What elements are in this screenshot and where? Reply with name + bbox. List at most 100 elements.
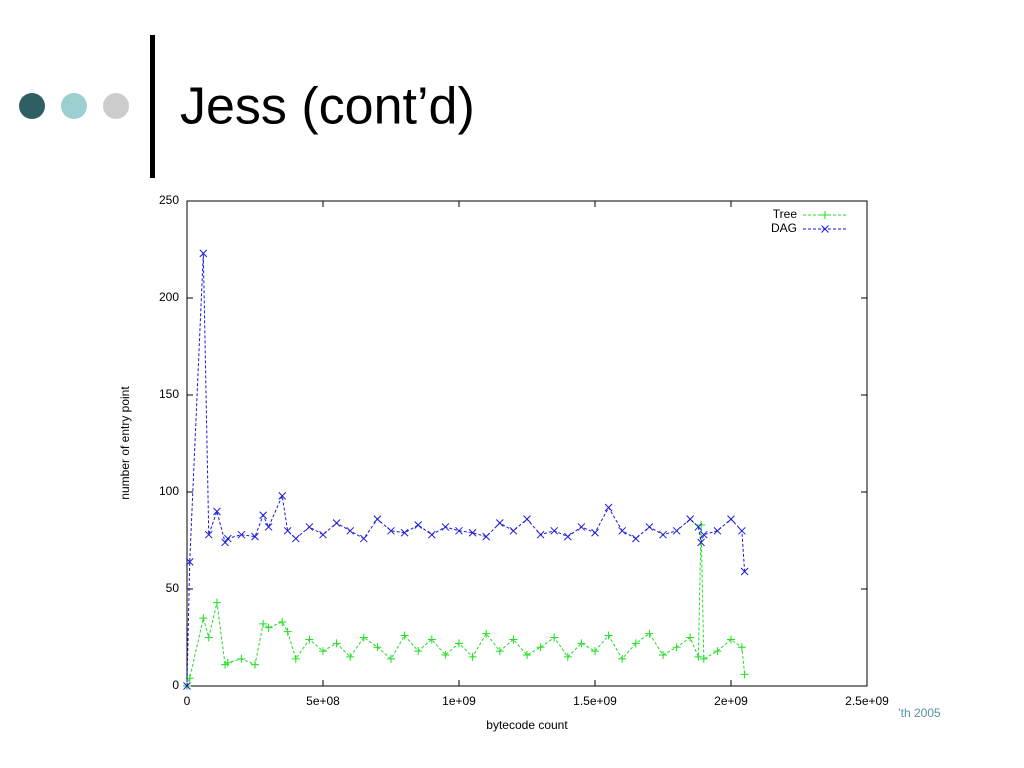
marker bbox=[455, 639, 463, 648]
marker bbox=[213, 507, 221, 516]
x-tick-label: 5e+08 bbox=[306, 694, 340, 708]
marker bbox=[359, 534, 368, 543]
marker bbox=[523, 515, 531, 524]
marker bbox=[699, 654, 708, 663]
marker bbox=[373, 643, 382, 652]
marker bbox=[185, 557, 194, 566]
y-tick-label: 100 bbox=[159, 484, 179, 498]
y-tick-label: 200 bbox=[159, 290, 179, 304]
marker bbox=[659, 530, 667, 539]
marker bbox=[672, 643, 681, 652]
marker bbox=[645, 523, 654, 531]
marker bbox=[697, 520, 706, 529]
marker bbox=[738, 526, 746, 535]
marker bbox=[387, 526, 395, 535]
marker bbox=[523, 650, 531, 659]
marker bbox=[550, 633, 559, 642]
marker bbox=[414, 647, 423, 656]
marker bbox=[251, 532, 259, 541]
x-tick-label: 2.5e+09 bbox=[845, 694, 889, 708]
x-tick-label: 1.5e+09 bbox=[573, 694, 617, 708]
marker bbox=[332, 639, 341, 648]
marker bbox=[737, 643, 746, 652]
marker bbox=[694, 652, 703, 661]
series-line bbox=[186, 253, 746, 687]
marker bbox=[373, 515, 382, 524]
marker bbox=[536, 643, 545, 652]
marker bbox=[441, 523, 450, 531]
x-tick-label: 1e+09 bbox=[442, 694, 476, 708]
marker bbox=[414, 521, 423, 529]
plot-frame bbox=[186, 200, 868, 687]
marker bbox=[550, 526, 559, 535]
marker bbox=[604, 503, 613, 512]
marker bbox=[332, 519, 341, 527]
marker bbox=[204, 633, 213, 642]
marker bbox=[319, 530, 327, 539]
marker bbox=[223, 534, 232, 543]
y-tick-label: 0 bbox=[172, 678, 179, 692]
y-tick-label: 150 bbox=[159, 387, 179, 401]
marker bbox=[591, 647, 599, 656]
marker bbox=[359, 633, 368, 642]
marker bbox=[441, 650, 450, 659]
marker bbox=[659, 650, 667, 659]
x-tick-label: 0 bbox=[184, 694, 191, 708]
marker bbox=[237, 654, 246, 663]
marker bbox=[387, 654, 395, 663]
marker bbox=[631, 534, 640, 543]
marker bbox=[672, 526, 681, 535]
marker bbox=[264, 623, 273, 632]
x-tick-label: 2e+09 bbox=[714, 694, 748, 708]
marker bbox=[509, 526, 518, 535]
marker bbox=[283, 526, 292, 535]
legend-label: Tree bbox=[773, 207, 798, 221]
marker bbox=[591, 528, 599, 537]
bullet-dot bbox=[103, 93, 129, 119]
marker bbox=[283, 627, 292, 636]
marker bbox=[264, 523, 273, 531]
y-tick-label: 50 bbox=[166, 581, 180, 595]
marker bbox=[563, 652, 572, 661]
marker bbox=[821, 211, 829, 219]
slide-title: Jess (cont’d) bbox=[180, 78, 475, 136]
marker bbox=[427, 635, 436, 644]
marker bbox=[221, 538, 229, 547]
series-line bbox=[186, 524, 746, 687]
y-tick-label: 250 bbox=[159, 193, 179, 207]
marker bbox=[727, 635, 735, 644]
marker bbox=[278, 492, 287, 500]
marker bbox=[199, 614, 208, 623]
y-axis-label: number of entry point bbox=[118, 386, 132, 500]
marker bbox=[645, 629, 654, 638]
marker bbox=[468, 528, 477, 537]
marker bbox=[482, 629, 491, 638]
marker bbox=[400, 631, 409, 640]
marker bbox=[699, 530, 708, 539]
marker bbox=[237, 530, 246, 539]
marker bbox=[686, 633, 695, 642]
marker bbox=[727, 515, 735, 524]
marker bbox=[821, 225, 829, 233]
marker bbox=[713, 647, 722, 656]
marker bbox=[199, 249, 208, 258]
marker bbox=[346, 526, 355, 535]
bullet-dot bbox=[61, 93, 87, 119]
marker bbox=[183, 682, 191, 690]
marker bbox=[427, 530, 436, 539]
bullet-dot bbox=[19, 93, 45, 119]
marker bbox=[468, 652, 477, 661]
marker bbox=[694, 523, 703, 531]
marker bbox=[495, 519, 504, 527]
footer: ’th 2005 bbox=[898, 706, 941, 720]
marker bbox=[563, 532, 572, 541]
marker bbox=[495, 647, 504, 656]
marker bbox=[618, 654, 627, 663]
marker bbox=[251, 660, 259, 669]
marker bbox=[713, 526, 722, 535]
marker bbox=[618, 526, 627, 535]
marker bbox=[509, 635, 518, 644]
marker bbox=[305, 523, 314, 531]
marker bbox=[346, 652, 355, 661]
marker bbox=[212, 598, 221, 607]
